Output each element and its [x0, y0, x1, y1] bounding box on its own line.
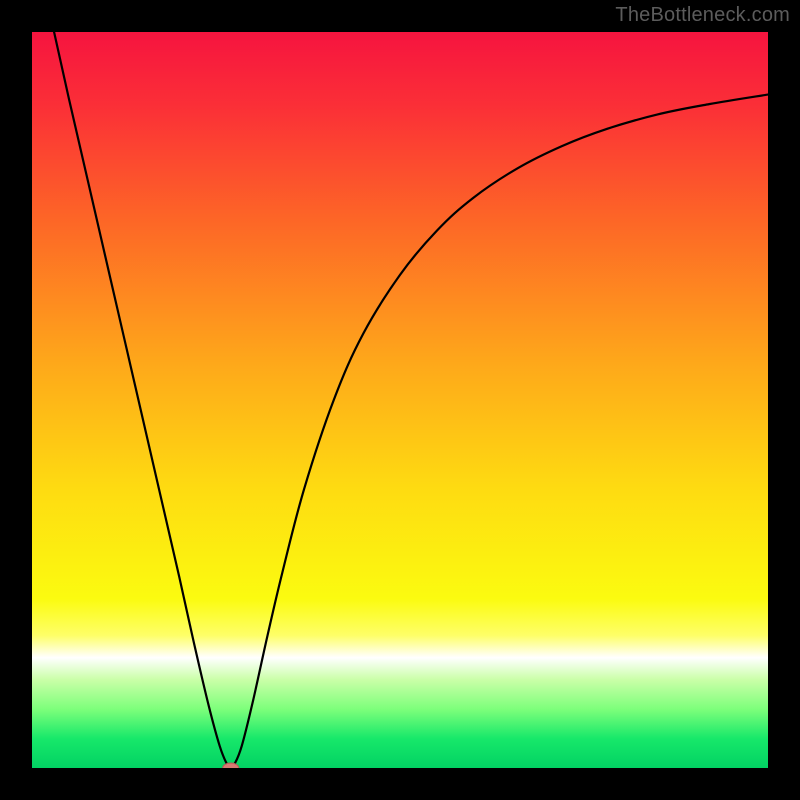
chart-frame: TheBottleneck.com	[0, 0, 800, 800]
bottleneck-curve-chart	[32, 32, 768, 768]
watermark-label: TheBottleneck.com	[615, 4, 790, 27]
plot-area	[32, 32, 768, 768]
plot-background	[32, 32, 768, 768]
